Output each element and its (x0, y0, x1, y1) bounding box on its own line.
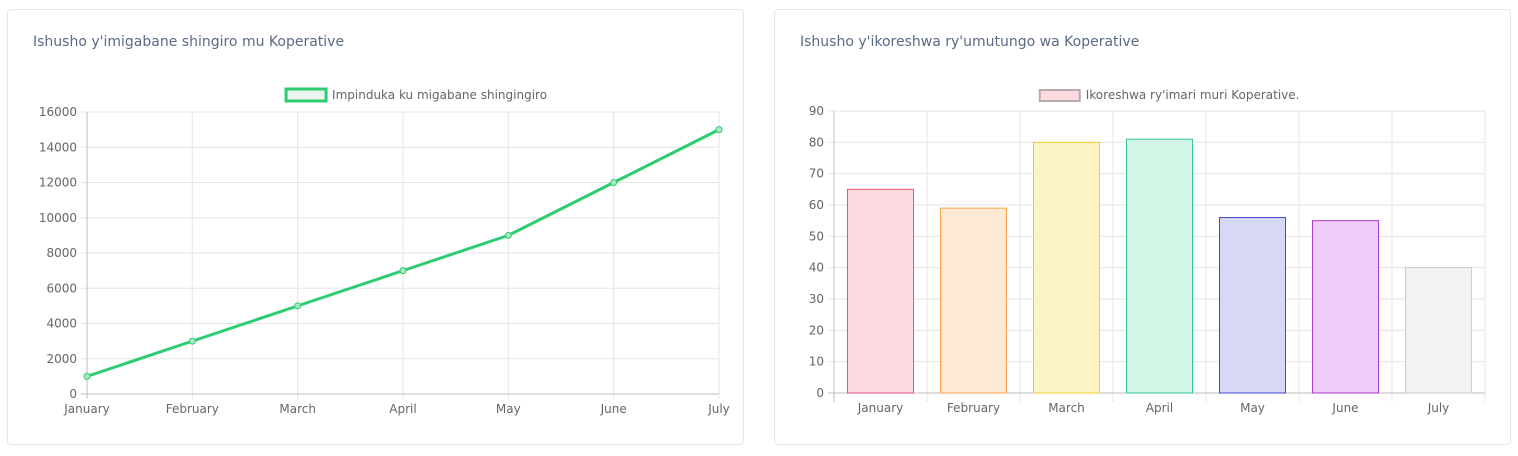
data-point (188, 337, 196, 345)
bar-chart-card: Ishusho y'ikoreshwa ry'umutungo wa Koper… (774, 9, 1511, 445)
y-tick-label: 8000 (46, 246, 77, 260)
x-tick-label: April (389, 402, 416, 416)
y-tick-label: 80 (809, 135, 824, 149)
bar (1311, 220, 1380, 394)
y-tick-label: 90 (809, 104, 824, 118)
line-chart-title: Ishusho y'imigabane shingiro mu Koperati… (33, 34, 345, 50)
y-tick-label: 12000 (39, 176, 77, 190)
legend-label: Impinduka ku migabane shingingiro (332, 88, 547, 102)
x-tick-label: January (63, 402, 110, 416)
y-tick-label: 16000 (39, 105, 77, 119)
data-point (83, 372, 91, 380)
bar (939, 207, 1008, 394)
x-tick-label: July (1427, 401, 1450, 415)
bar (1404, 267, 1473, 394)
data-point (715, 126, 723, 134)
y-tick-label: 10 (809, 355, 824, 369)
bar-chart-title: Ishusho y'ikoreshwa ry'umutungo wa Koper… (800, 34, 1140, 50)
bar (846, 188, 915, 394)
y-tick-label: 0 (816, 386, 824, 400)
y-tick-label: 6000 (46, 281, 77, 295)
legend-label: Ikoreshwa ry'imari muri Koperative. (1086, 88, 1300, 102)
y-tick-label: 0 (69, 387, 77, 401)
data-point (504, 231, 512, 239)
y-tick-label: 14000 (39, 140, 77, 154)
y-tick-label: 40 (809, 261, 824, 275)
x-tick-label: March (279, 402, 316, 416)
y-tick-label: 30 (809, 292, 824, 306)
x-tick-label: January (857, 401, 904, 415)
line-chart-card: Ishusho y'imigabane shingiro mu Koperati… (7, 9, 744, 445)
data-point (399, 267, 407, 275)
legend-swatch (1038, 89, 1081, 102)
x-tick-label: June (600, 402, 627, 416)
x-tick-label: February (166, 402, 219, 416)
x-tick-label: March (1048, 401, 1085, 415)
legend-swatch (284, 87, 328, 103)
y-tick-label: 2000 (46, 352, 77, 366)
x-tick-label: April (1146, 401, 1173, 415)
y-tick-label: 70 (809, 167, 824, 181)
x-tick-label: June (1331, 401, 1358, 415)
data-point (610, 179, 618, 186)
y-tick-label: 50 (809, 229, 824, 243)
bar (1218, 217, 1287, 394)
data-point (294, 302, 302, 310)
y-tick-label: 10000 (39, 211, 77, 225)
y-tick-label: 20 (809, 323, 824, 337)
y-tick-label: 4000 (46, 317, 77, 331)
bar (1032, 141, 1101, 394)
bar (1125, 138, 1194, 394)
line-chart: 0 2000 4000 6000 8000 10000 12000 14000 16000 Jan… (39, 87, 730, 416)
bar-chart: 0 10 20 30 40 50 60 70 80 90 January February March A… (809, 88, 1486, 415)
x-tick-label: February (947, 401, 1000, 415)
x-tick-label: May (1240, 401, 1265, 415)
x-tick-label: July (707, 402, 730, 416)
x-tick-label: May (496, 402, 521, 416)
y-tick-label: 60 (809, 198, 824, 212)
